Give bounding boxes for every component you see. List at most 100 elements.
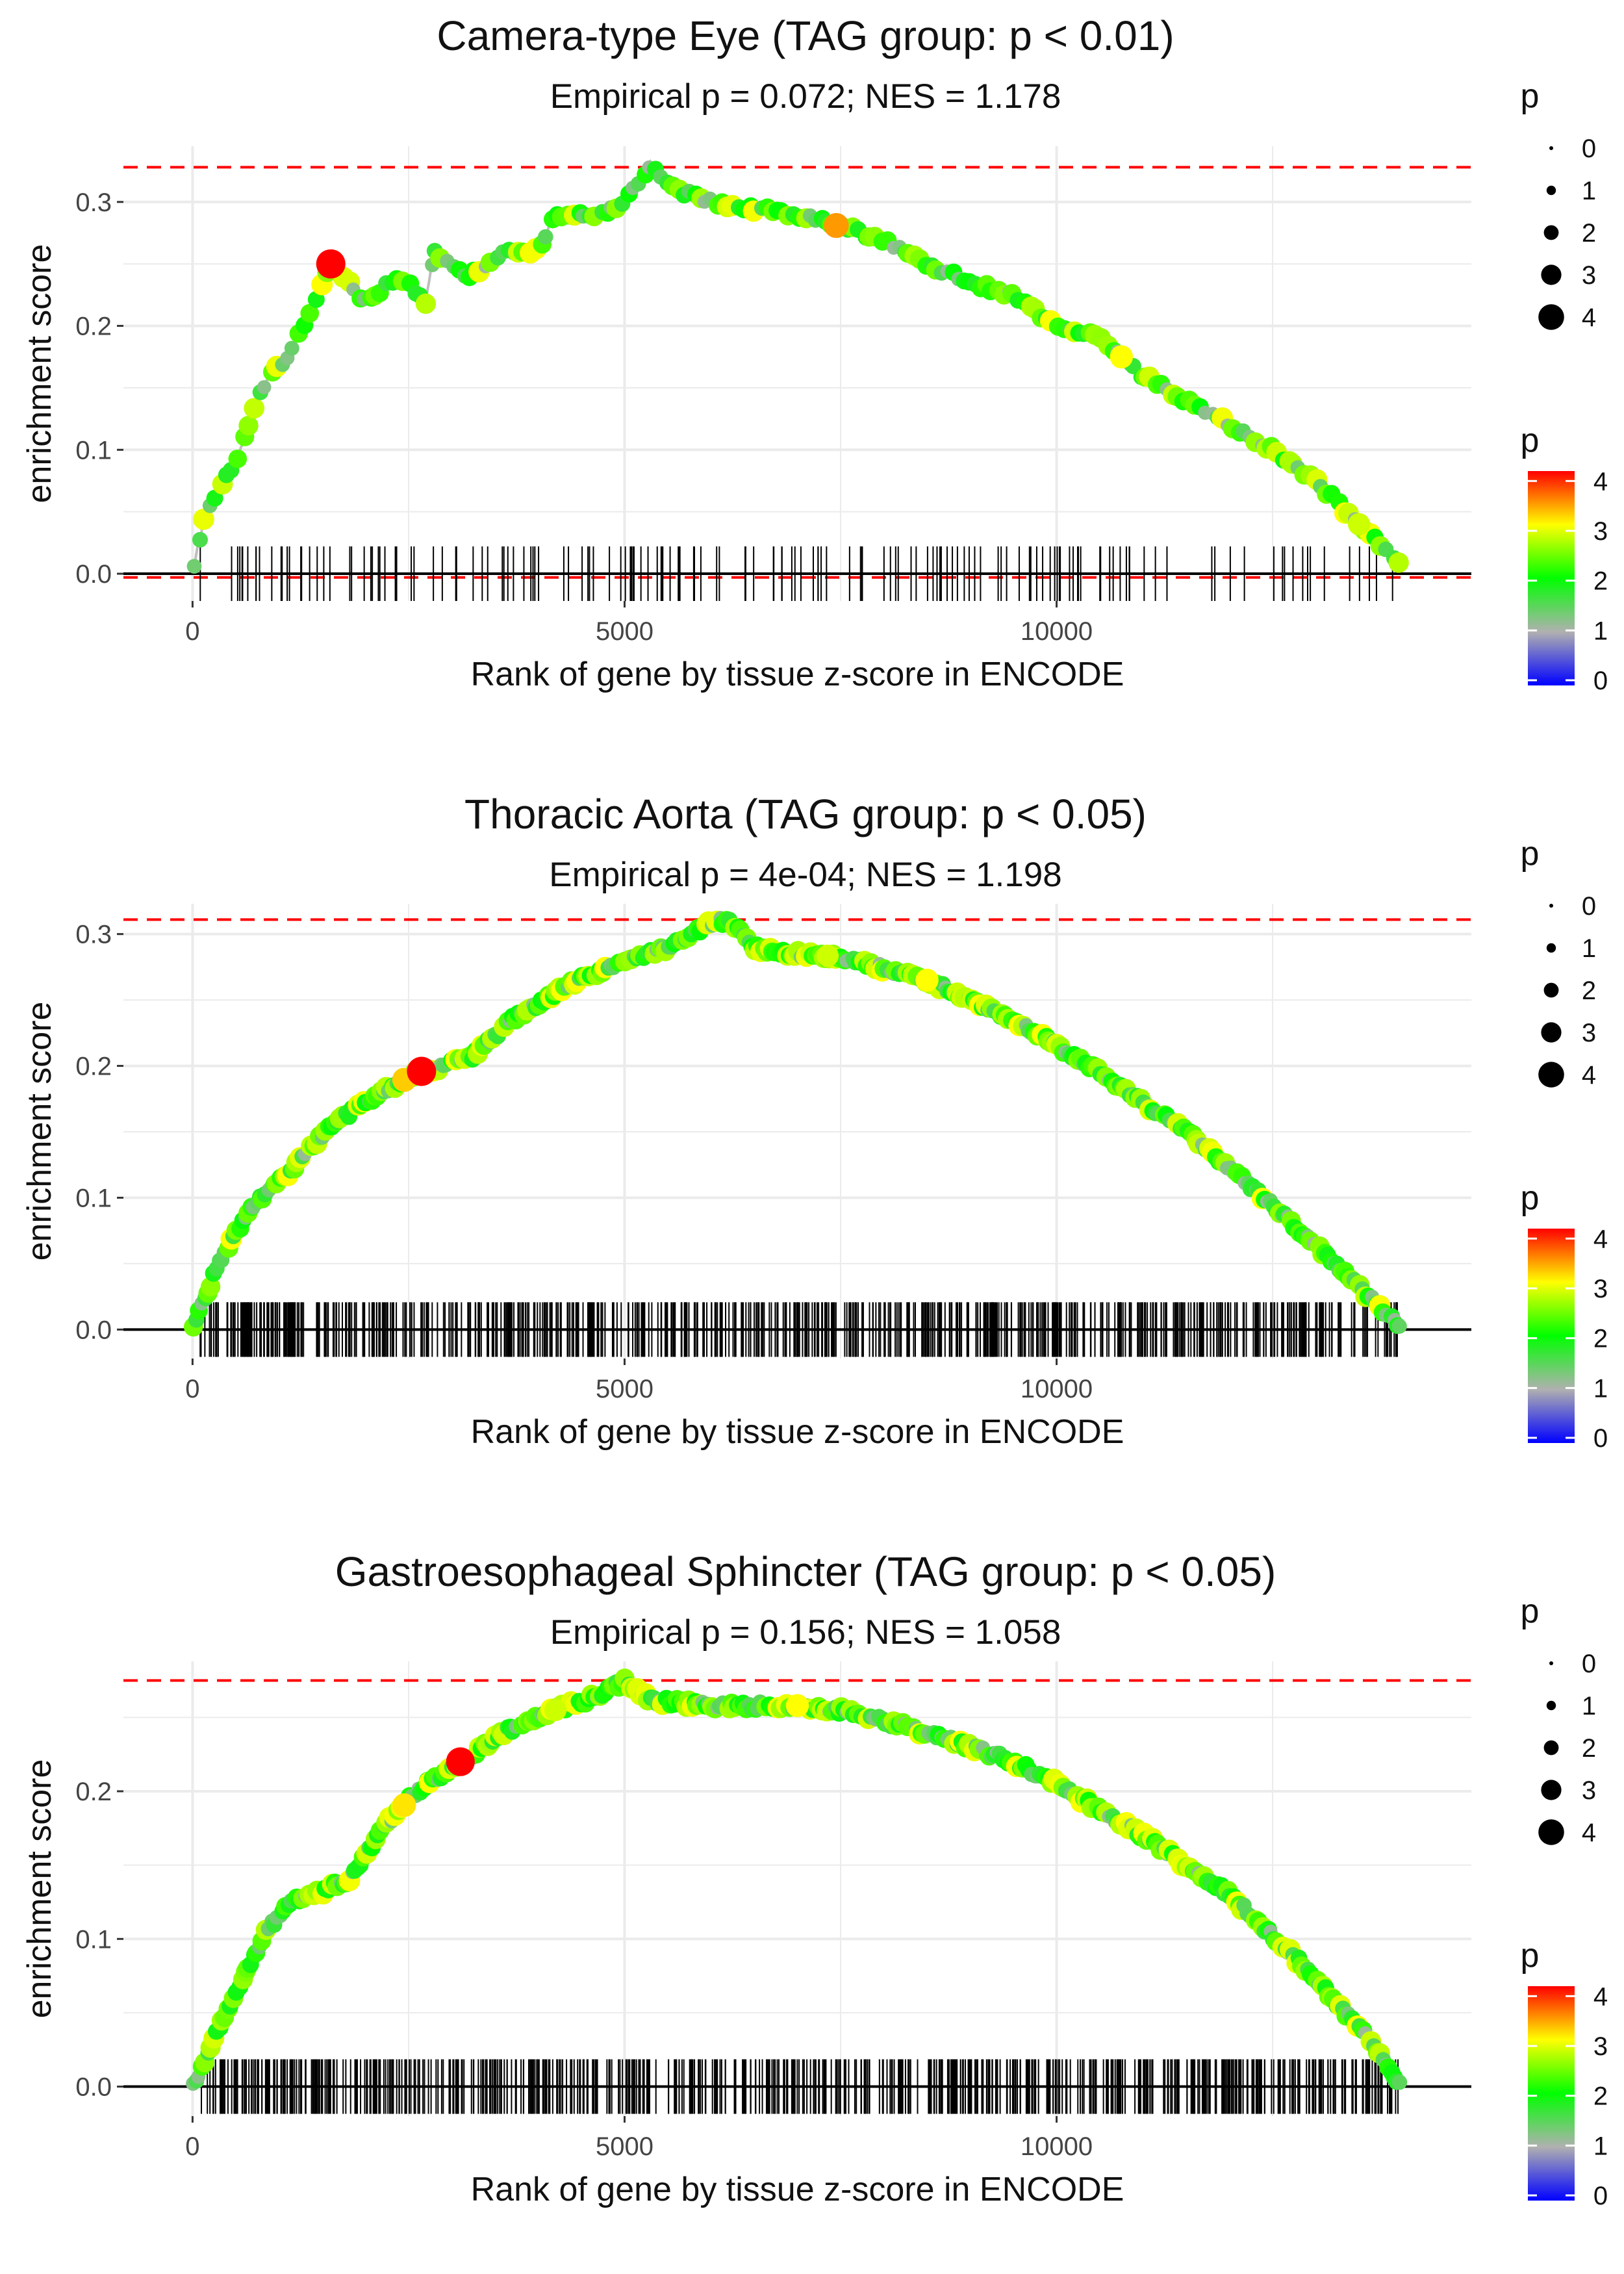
x-tick-label: 5000	[596, 617, 653, 646]
chart-title: Camera-type Eye (TAG group: p < 0.01)	[437, 12, 1174, 59]
chart-subtitle: Empirical p = 0.072; NES = 1.178	[550, 77, 1061, 116]
x-tick-label: 0	[185, 617, 199, 646]
gene-point	[1391, 1318, 1407, 1334]
gene-point	[415, 293, 437, 314]
x-axis-title: Rank of gene by tissue z-score in ENCODE	[471, 656, 1124, 693]
size-legend: p 0 1 2 3 4	[1521, 77, 1597, 332]
chart-title: Thoracic Aorta (TAG group: p < 0.05)	[464, 791, 1147, 837]
size-legend-label: 3	[1582, 261, 1596, 290]
size-legend-key	[1546, 1700, 1556, 1711]
size-legend-key	[1546, 185, 1556, 196]
color-legend-label: 3	[1593, 2032, 1608, 2061]
size-legend-title: p	[1521, 835, 1540, 873]
x-tick-label: 0	[185, 1375, 199, 1403]
size-legend: p 0 1 2 3 4	[1521, 1592, 1597, 1847]
y-axis-title: enrichment score	[21, 1759, 58, 2019]
size-legend-label: 1	[1582, 1692, 1596, 1720]
y-tick-label: 0.1	[75, 1925, 112, 1954]
gene-point	[284, 340, 299, 356]
chart-subtitle: Empirical p = 4e-04; NES = 1.198	[549, 856, 1062, 894]
running-sum-line	[191, 915, 1404, 1332]
gene-point	[300, 303, 320, 323]
size-legend-key	[1549, 904, 1553, 908]
y-tick-label: 0.2	[75, 1053, 112, 1081]
gene-points	[186, 160, 1409, 574]
color-legend-bar	[1528, 471, 1575, 685]
y-tick-label: 0.0	[75, 1316, 112, 1344]
size-legend-key	[1543, 225, 1559, 240]
size-legend-key	[1549, 1661, 1553, 1665]
color-legend-bar	[1528, 1986, 1575, 2201]
x-tick-label: 10000	[1021, 1375, 1093, 1403]
y-tick-label: 0.3	[75, 188, 112, 217]
color-legend-bar	[1528, 1229, 1575, 1443]
color-legend-label: 1	[1593, 2132, 1608, 2160]
gene-point	[206, 489, 223, 507]
y-tick-label: 0.2	[75, 313, 112, 341]
gene-point	[538, 229, 553, 245]
gene-point-highlight	[816, 944, 839, 967]
gene-point-highlight	[785, 1694, 809, 1717]
size-legend-title: p	[1521, 77, 1540, 115]
size-legend-label: 3	[1582, 1019, 1596, 1047]
size-legend-label: 1	[1582, 934, 1596, 963]
x-axis-title: Rank of gene by tissue z-score in ENCODE	[471, 2171, 1124, 2208]
gene-point	[1388, 552, 1409, 573]
size-legend-key	[1541, 1780, 1562, 1800]
size-legend-label: 4	[1582, 1061, 1596, 1090]
size-legend-label: 1	[1582, 177, 1596, 205]
size-legend-label: 0	[1582, 134, 1596, 163]
color-legend-label: 3	[1593, 1275, 1608, 1303]
x-tick-label: 10000	[1021, 2132, 1093, 2161]
color-legend-title: p	[1521, 422, 1540, 459]
size-legend-key	[1549, 146, 1553, 150]
gene-point-highlight	[544, 1698, 567, 1722]
size-legend-key	[1538, 1062, 1564, 1088]
chart-plot: 0.0 0.1 0.2 0.3 0 5000 10000 Rank of gene by ti…	[21, 835, 1608, 1453]
size-legend-label: 4	[1582, 1819, 1596, 1847]
chart-subtitle: Empirical p = 0.156; NES = 1.058	[550, 1613, 1061, 1652]
y-tick-label: 0.0	[75, 560, 112, 589]
size-legend-label: 0	[1582, 1650, 1596, 1678]
gene-point	[257, 380, 272, 394]
gene-point-highlight	[1348, 513, 1371, 535]
gene-point-highlight	[407, 1056, 437, 1086]
color-legend-label: 4	[1593, 1225, 1608, 1253]
color-legend-label: 0	[1593, 667, 1608, 695]
size-legend-key	[1543, 982, 1559, 998]
size-legend-label: 3	[1582, 1776, 1596, 1805]
size-legend-key	[1541, 1022, 1562, 1043]
y-tick-label: 0.1	[75, 436, 112, 465]
gene-point-highlight	[1110, 345, 1134, 369]
gene-point-highlight	[446, 1747, 475, 1776]
size-legend-label: 2	[1582, 977, 1596, 1005]
x-tick-label: 0	[185, 2132, 199, 2161]
chart-plot: 0.0 0.1 0.2 0 5000 10000 Rank of gene by tissu…	[21, 1592, 1608, 2210]
gene-point-highlight	[824, 212, 849, 238]
y-tick-label: 0.1	[75, 1184, 112, 1212]
color-legend: p 4 3 2 1 0	[1521, 1937, 1608, 2210]
x-tick-label: 5000	[596, 1375, 653, 1403]
gene-point	[200, 1277, 221, 1297]
color-legend-label: 3	[1593, 517, 1608, 546]
y-axis-title: enrichment score	[21, 244, 58, 504]
size-legend-key	[1546, 943, 1556, 953]
gene-point-highlight	[915, 968, 939, 992]
color-legend-label: 2	[1593, 1325, 1608, 1353]
gene-point	[307, 290, 325, 308]
color-legend-label: 2	[1593, 567, 1608, 596]
color-legend-label: 4	[1593, 467, 1608, 496]
color-legend-label: 1	[1593, 617, 1608, 645]
y-tick-label: 0.2	[75, 1778, 112, 1806]
color-legend: p 4 3 2 1 0	[1521, 1179, 1608, 1453]
x-axis-title: Rank of gene by tissue z-score in ENCODE	[471, 1413, 1124, 1451]
size-legend-key	[1543, 1740, 1559, 1756]
x-tick-label: 5000	[596, 2132, 653, 2161]
color-legend-label: 2	[1593, 2082, 1608, 2111]
size-legend-label: 2	[1582, 1734, 1596, 1763]
y-axis-title: enrichment score	[21, 1002, 58, 1261]
gene-point	[192, 531, 209, 548]
gene-point	[228, 449, 247, 468]
chart-panel-3: Gastroesophageal Sphincter (TAG group: p…	[0, 1515, 1624, 2273]
color-legend-title: p	[1521, 1179, 1540, 1217]
